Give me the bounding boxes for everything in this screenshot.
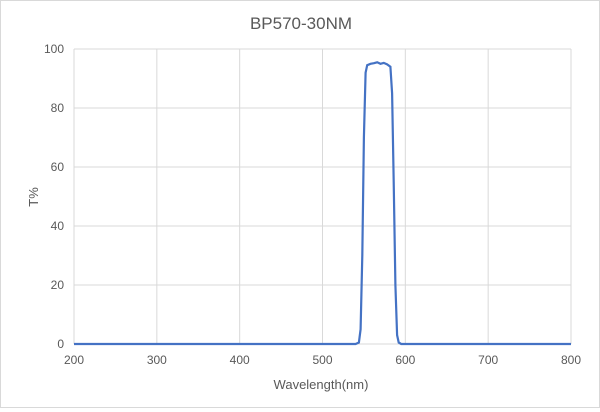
x-tick-label: 500	[312, 353, 332, 367]
x-tick-label: 800	[561, 353, 581, 367]
x-tick-label: 200	[64, 353, 84, 367]
x-axis-label: Wavelength(nm)	[274, 377, 369, 392]
series-line	[74, 61, 571, 346]
x-tick-label: 700	[478, 353, 498, 367]
y-tick-label: 40	[51, 219, 65, 233]
y-tick-label: 0	[57, 337, 64, 351]
x-tick-label: 300	[147, 353, 167, 367]
gridlines	[73, 48, 572, 345]
tick-labels: 200 300 400 500 600 700 800 0 20 40 60 80 100	[44, 42, 581, 367]
y-tick-label: 20	[51, 278, 65, 292]
chart-title: BP570-30NM	[250, 14, 352, 33]
y-tick-label: 100	[44, 42, 64, 56]
y-axis-label: T%	[26, 187, 41, 207]
x-tick-label: 400	[230, 353, 250, 367]
y-tick-label: 80	[51, 101, 65, 115]
y-tick-label: 60	[51, 160, 65, 174]
x-tick-label: 600	[395, 353, 415, 367]
